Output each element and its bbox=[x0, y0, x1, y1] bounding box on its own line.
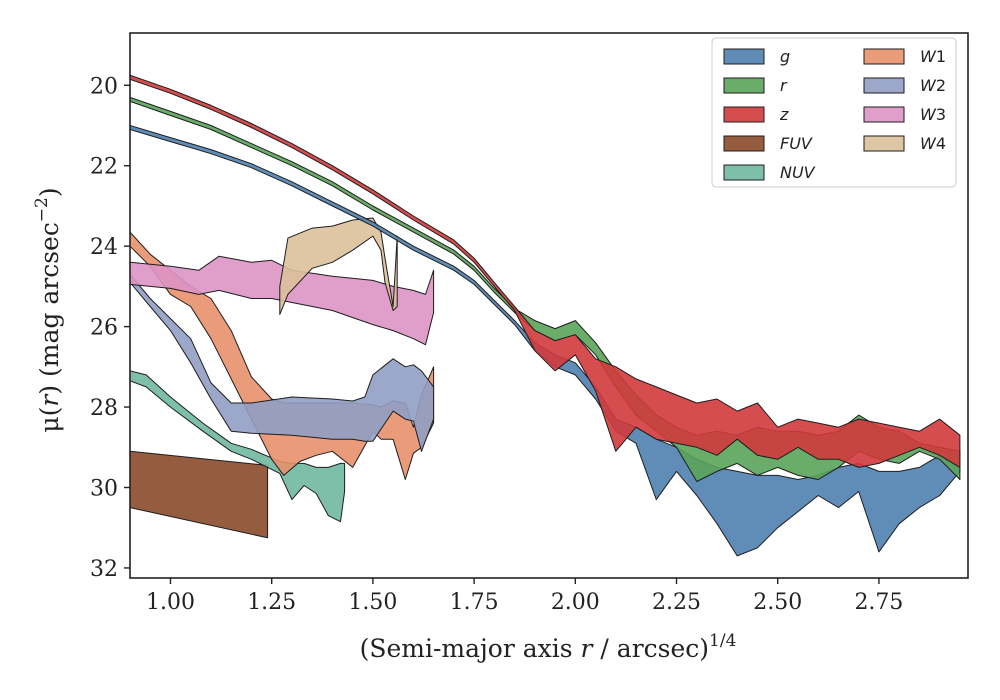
x-tick-label: 1.50 bbox=[348, 590, 397, 615]
x-tick-label: 1.25 bbox=[247, 590, 296, 615]
legend-label-w2: W2 bbox=[920, 76, 946, 95]
band-w2 bbox=[130, 273, 435, 452]
y-tick-label: 30 bbox=[90, 477, 118, 502]
legend-swatch-nuv bbox=[723, 164, 765, 181]
y-tick-label: 20 bbox=[90, 74, 118, 99]
y-tick-label: 22 bbox=[90, 155, 118, 180]
plot-border bbox=[129, 32, 969, 579]
legend-swatch-z bbox=[723, 106, 765, 123]
legend-label-r: r bbox=[780, 76, 788, 95]
legend-swatch-w4 bbox=[863, 135, 905, 152]
y-axis: 20 22 24 26 28 30 32 bbox=[90, 74, 130, 582]
legend: grz FUV NUV W1 W2 W3 W4 bbox=[711, 37, 957, 188]
x-axis: 1.00 1.25 1.50 1.75 2.00 2.25 2.50 2.75 bbox=[146, 578, 903, 615]
band-nuv bbox=[130, 370, 346, 523]
x-tick-label: 1.75 bbox=[450, 590, 499, 615]
x-tick-label: 2.50 bbox=[753, 590, 802, 615]
legend-label-fuv: FUV bbox=[780, 134, 813, 153]
x-tick-label: 2.25 bbox=[652, 590, 701, 615]
legend-label-g: g bbox=[780, 47, 790, 66]
y-tick-label: 26 bbox=[90, 316, 118, 341]
band-w4 bbox=[279, 217, 398, 315]
band-z bbox=[130, 74, 961, 468]
legend-label-w1: W1 bbox=[920, 47, 946, 66]
y-tick-label: 32 bbox=[90, 557, 118, 582]
y-tick-label: 24 bbox=[90, 235, 118, 260]
x-tick-label: 1.00 bbox=[146, 590, 195, 615]
x-axis-label: (Semi-major axis r / arcsec)1/4 bbox=[360, 631, 737, 663]
legend-swatch-fuv bbox=[723, 135, 765, 152]
legend-swatch-r bbox=[723, 77, 765, 94]
x-tick-label: 2.75 bbox=[854, 590, 903, 615]
legend-swatch-w3 bbox=[863, 106, 905, 123]
plot-frame bbox=[129, 32, 969, 579]
y-tick-label: 28 bbox=[90, 396, 118, 421]
series-bands bbox=[130, 74, 961, 557]
legend-label-w4: W4 bbox=[920, 134, 946, 153]
band-fuv bbox=[130, 450, 269, 539]
legend-label-w3: W3 bbox=[920, 105, 946, 124]
legend-swatch-g bbox=[723, 48, 765, 65]
legend-swatch-w2 bbox=[863, 77, 905, 94]
x-tick-label: 2.00 bbox=[551, 590, 600, 615]
legend-label-nuv: NUV bbox=[780, 163, 816, 182]
y-axis-label: μ(r) (mag arcsec−2) bbox=[32, 187, 64, 432]
legend-swatch-w1 bbox=[863, 48, 905, 65]
legend-label-z: z bbox=[779, 105, 789, 124]
